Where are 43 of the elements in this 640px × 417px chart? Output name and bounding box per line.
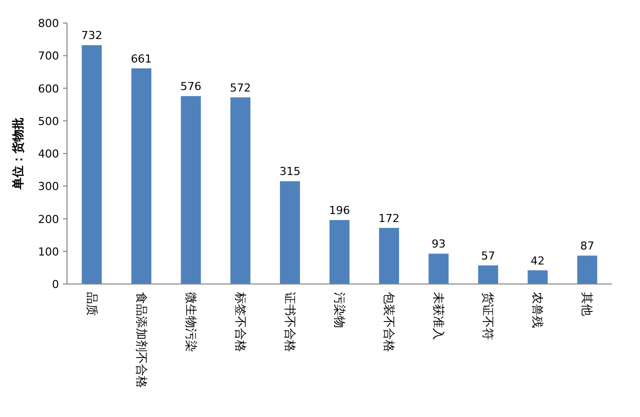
y-tick-label: 700 (38, 50, 59, 63)
bar (280, 181, 300, 284)
x-tick-label: 食品添加剂不合格 (134, 292, 148, 388)
x-tick-label: 证书不合格 (282, 292, 297, 352)
data-label: 661 (130, 52, 152, 66)
data-label: 196 (329, 204, 350, 218)
data-label: 732 (81, 29, 102, 42)
x-tick-label: 包装不合格 (382, 292, 396, 352)
bar (379, 228, 400, 284)
y-tick-label: 300 (38, 180, 59, 194)
y-tick-label: 500 (38, 114, 59, 128)
x-tick-label: 微生物污染 (184, 292, 198, 352)
bar (230, 97, 250, 284)
bar (330, 220, 350, 284)
data-label: 42 (530, 254, 545, 268)
y-tick-label: 100 (38, 245, 59, 258)
bar (82, 45, 102, 284)
x-tick-label: 污染物 (332, 292, 346, 328)
data-label: 57 (481, 249, 496, 262)
x-tick-label: 农兽残 (530, 292, 545, 328)
bar (478, 265, 498, 284)
bar (428, 254, 449, 284)
bar (577, 256, 598, 284)
y-tick-label: 400 (38, 148, 59, 160)
data-label: 576 (180, 80, 202, 94)
y-tick-label: 200 (38, 212, 59, 226)
x-tick-label: 标签不合格 (233, 291, 248, 352)
bar (131, 68, 152, 284)
y-axis-title: 单位：货物批 (11, 118, 25, 190)
x-tick-label: 品质 (84, 292, 99, 316)
data-label: 87 (580, 240, 594, 253)
y-tick-label: 600 (38, 82, 59, 96)
data-label: 93 (432, 238, 446, 251)
data-label: 172 (378, 212, 400, 225)
y-tick-label: 800 (38, 17, 59, 30)
data-label: 315 (279, 165, 300, 178)
x-tick-label: 其他 (580, 292, 594, 316)
x-tick-label: 货证不符 (481, 292, 496, 340)
x-tick-label: 未获准入 (432, 292, 446, 340)
data-label: 572 (230, 81, 251, 94)
bar (180, 96, 201, 284)
bar (528, 270, 548, 284)
y-tick-label: 0 (52, 278, 59, 291)
